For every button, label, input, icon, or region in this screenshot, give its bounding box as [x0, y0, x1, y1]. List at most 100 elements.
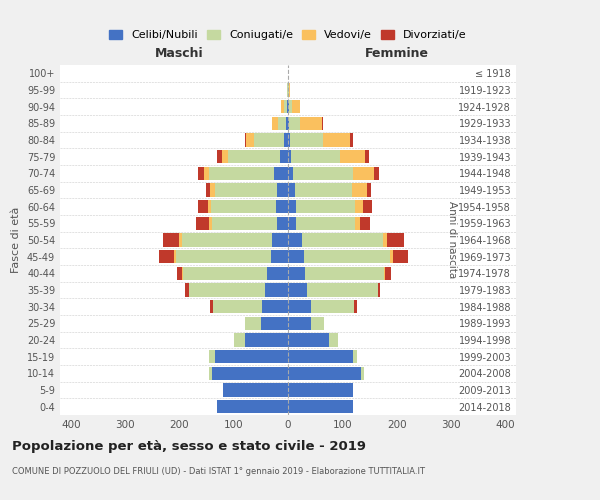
Bar [323, 134, 350, 146]
Bar [287, 100, 288, 114]
Bar [182, 234, 272, 246]
Text: Popolazione per età, sesso e stato civile - 2019: Popolazione per età, sesso e stato civil… [12, 440, 366, 453]
Bar [274, 166, 288, 180]
Bar [209, 350, 215, 364]
Bar [350, 134, 353, 146]
Bar [211, 184, 215, 196]
Bar [355, 216, 360, 230]
Bar [288, 166, 293, 180]
Bar [296, 200, 355, 213]
Bar [272, 116, 278, 130]
Bar [293, 166, 353, 180]
Bar [288, 350, 353, 364]
Bar [367, 184, 371, 196]
Bar [222, 150, 228, 164]
Bar [288, 234, 302, 246]
Bar [288, 400, 353, 413]
Text: COMUNE DI POZZUOLO DEL FRIULI (UD) - Dati ISTAT 1° gennaio 2019 - Elaborazione T: COMUNE DI POZZUOLO DEL FRIULI (UD) - Dat… [12, 468, 425, 476]
Bar [209, 366, 212, 380]
Bar [183, 266, 268, 280]
Bar [353, 350, 358, 364]
Bar [284, 134, 288, 146]
Bar [185, 284, 189, 296]
Bar [288, 266, 305, 280]
Bar [176, 250, 271, 264]
Bar [288, 384, 353, 396]
Bar [288, 216, 296, 230]
Bar [217, 150, 222, 164]
Bar [322, 116, 323, 130]
Y-axis label: Anni di nascita: Anni di nascita [447, 202, 457, 278]
Bar [284, 100, 287, 114]
Bar [295, 184, 352, 196]
Bar [281, 100, 284, 114]
Bar [189, 284, 265, 296]
Bar [199, 166, 204, 180]
Bar [292, 100, 300, 114]
Bar [384, 266, 385, 280]
Bar [268, 266, 288, 280]
Bar [288, 84, 289, 96]
Bar [213, 300, 262, 314]
Bar [179, 234, 182, 246]
Bar [234, 334, 245, 346]
Bar [302, 234, 383, 246]
Bar [217, 400, 288, 413]
Bar [177, 266, 182, 280]
Bar [288, 134, 290, 146]
Bar [304, 250, 390, 264]
Bar [276, 200, 288, 213]
Bar [262, 300, 288, 314]
Text: Maschi: Maschi [155, 47, 204, 60]
Bar [288, 250, 304, 264]
Bar [245, 316, 261, 330]
Bar [385, 266, 391, 280]
Bar [277, 184, 288, 196]
Bar [206, 184, 211, 196]
Bar [352, 184, 367, 196]
Bar [388, 234, 404, 246]
Bar [278, 116, 286, 130]
Bar [311, 316, 325, 330]
Bar [289, 100, 292, 114]
Bar [199, 200, 208, 213]
Bar [288, 316, 311, 330]
Bar [288, 200, 296, 213]
Bar [196, 216, 209, 230]
Bar [288, 334, 329, 346]
Bar [289, 84, 290, 96]
Bar [215, 184, 277, 196]
Bar [288, 150, 291, 164]
Bar [286, 116, 288, 130]
Bar [271, 250, 288, 264]
Bar [288, 366, 361, 380]
Bar [390, 250, 393, 264]
Bar [245, 334, 288, 346]
Bar [212, 366, 288, 380]
Bar [288, 100, 289, 114]
Bar [307, 284, 377, 296]
Bar [288, 116, 289, 130]
Bar [228, 150, 280, 164]
Bar [211, 200, 276, 213]
Bar [355, 200, 364, 213]
Bar [300, 116, 322, 130]
Bar [208, 200, 211, 213]
Bar [215, 350, 288, 364]
Bar [393, 250, 408, 264]
Bar [377, 284, 380, 296]
Bar [353, 166, 374, 180]
Bar [245, 134, 254, 146]
Bar [288, 300, 311, 314]
Bar [159, 250, 174, 264]
Bar [289, 116, 300, 130]
Bar [254, 134, 284, 146]
Y-axis label: Fasce di età: Fasce di età [11, 207, 21, 273]
Bar [360, 216, 370, 230]
Text: Femmine: Femmine [365, 47, 428, 60]
Bar [288, 184, 295, 196]
Bar [374, 166, 379, 180]
Bar [365, 150, 369, 164]
Bar [211, 300, 213, 314]
Bar [288, 284, 307, 296]
